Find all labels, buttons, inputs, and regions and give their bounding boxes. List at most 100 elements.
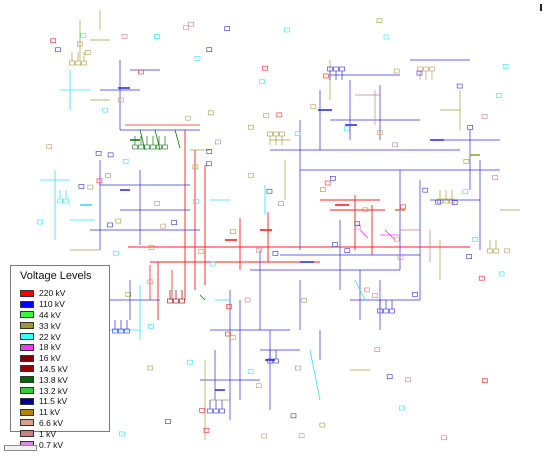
substation-node[interactable] [472,237,478,242]
substation-node[interactable] [405,377,411,383]
substation-node[interactable] [416,70,423,76]
substation-node[interactable] [462,189,469,194]
substation-node[interactable] [267,358,273,364]
substation-node[interactable] [267,131,273,137]
substation-node[interactable] [478,275,485,281]
substation-node[interactable] [138,144,144,150]
substation-node[interactable] [443,198,449,204]
substation-node[interactable] [354,224,361,230]
substation-node[interactable] [148,245,155,250]
substation-node[interactable] [502,64,509,69]
substation-node[interactable] [354,221,361,227]
substation-node[interactable] [399,405,405,411]
substation-node[interactable] [298,433,305,439]
substation-node[interactable] [332,242,338,247]
substation-node[interactable] [392,142,398,148]
substation-node[interactable] [192,164,199,170]
substation-node[interactable] [198,249,204,254]
substation-node[interactable] [273,131,279,137]
substation-node[interactable] [138,69,144,75]
substation-node[interactable] [261,433,267,439]
substation-node[interactable] [324,180,331,186]
substation-node[interactable] [389,308,395,314]
substation-node[interactable] [224,26,231,31]
substation-node[interactable] [188,21,194,27]
substation-node[interactable] [256,247,262,253]
substation-node[interactable] [118,431,125,437]
substation-node[interactable] [230,335,236,340]
substation-node[interactable] [215,139,221,145]
substation-node[interactable] [376,130,383,135]
substation-node[interactable] [57,198,63,204]
substation-node[interactable] [278,201,284,207]
substation-node[interactable] [262,65,268,71]
substation-node[interactable] [466,254,472,259]
substation-node[interactable] [76,41,83,47]
substation-node[interactable] [273,358,279,364]
substation-node[interactable] [339,66,345,72]
substation-node[interactable] [124,328,130,334]
substation-node[interactable] [276,112,283,118]
horizontal-scrollbar-thumb[interactable] [4,445,37,451]
substation-node[interactable] [456,83,463,89]
substation-node[interactable] [383,34,390,40]
substation-node[interactable] [207,408,213,414]
substation-node[interactable] [102,107,109,113]
substation-node[interactable] [171,220,177,225]
substation-node[interactable] [256,383,262,389]
substation-node[interactable] [179,298,185,304]
substation-node[interactable] [248,124,254,130]
substation-node[interactable] [118,328,124,334]
substation-node[interactable] [374,347,381,352]
substation-node[interactable] [147,279,154,285]
substation-node[interactable] [50,38,57,44]
substation-node[interactable] [46,144,53,149]
substation-node[interactable] [230,229,236,235]
substation-node[interactable] [397,255,404,260]
substation-node[interactable] [498,271,505,277]
substation-node[interactable] [344,126,350,132]
substation-node[interactable] [81,60,87,66]
substation-node[interactable] [310,104,317,109]
substation-node[interactable] [247,369,254,374]
substation-node[interactable] [504,248,510,254]
substation-node[interactable] [206,47,213,53]
substation-node[interactable] [162,144,168,150]
substation-node[interactable] [84,50,91,55]
substation-node[interactable] [451,200,458,205]
substation-node[interactable] [203,428,210,433]
substation-node[interactable] [37,219,43,225]
substation-node[interactable] [199,408,205,413]
substation-node[interactable] [206,149,213,154]
substation-node[interactable] [492,175,498,180]
substation-node[interactable] [165,419,171,424]
substation-node[interactable] [118,97,124,103]
substation-node[interactable] [187,359,193,365]
substation-node[interactable] [112,328,118,334]
substation-node[interactable] [194,56,201,61]
substation-node[interactable] [193,198,199,204]
substation-node[interactable] [206,161,212,167]
substation-node[interactable] [481,114,488,119]
substation-node[interactable] [263,113,269,118]
substation-node[interactable] [69,60,75,66]
substation-node[interactable] [319,422,326,428]
substation-node[interactable] [219,408,225,414]
substation-node[interactable] [482,378,488,383]
substation-node[interactable] [207,110,214,116]
substation-node[interactable] [115,218,122,224]
substation-node[interactable] [441,435,447,441]
substation-node[interactable] [327,66,333,72]
substation-node[interactable] [279,131,285,137]
substation-node[interactable] [417,66,423,72]
substation-node[interactable] [393,236,400,242]
substation-node[interactable] [183,25,189,30]
substation-node[interactable] [364,287,370,293]
substation-node[interactable] [493,248,499,254]
substation-node[interactable] [95,151,102,156]
substation-node[interactable] [63,198,69,204]
substation-node[interactable] [429,66,435,72]
substation-node[interactable] [467,125,474,130]
substation-node[interactable] [147,365,154,371]
substation-node[interactable] [87,184,94,190]
